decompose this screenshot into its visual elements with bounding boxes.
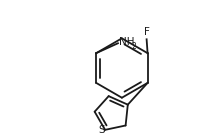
Text: 2: 2 xyxy=(132,42,136,51)
Text: S: S xyxy=(99,125,106,135)
Text: NH: NH xyxy=(119,37,134,47)
Text: F: F xyxy=(144,27,150,37)
